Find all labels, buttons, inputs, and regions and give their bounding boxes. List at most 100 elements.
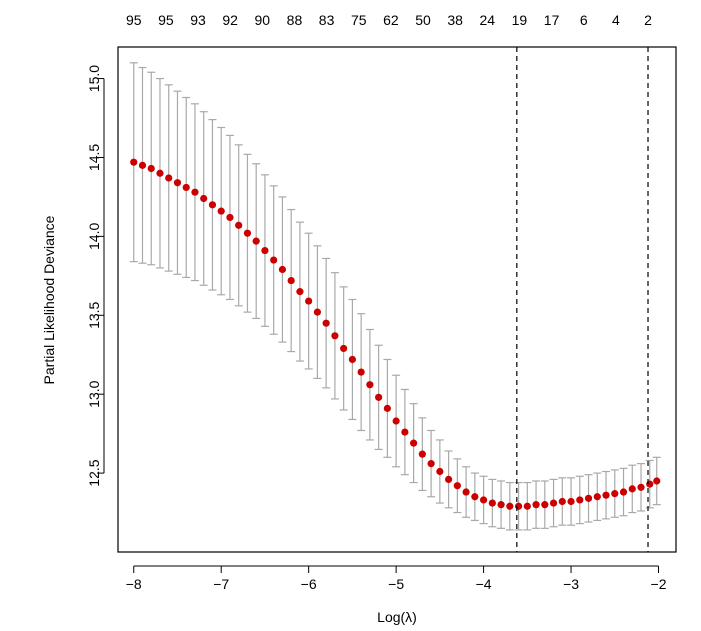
data-point [418,450,426,458]
data-point [147,164,155,173]
data-point [322,319,330,327]
top-axis-label: 83 [319,12,335,28]
data-point [287,276,295,285]
x-tick-label: −7 [213,576,229,592]
top-axis-label: 62 [383,12,399,28]
error-bars [129,62,661,531]
data-point [410,439,418,447]
y-tick-label: 12.5 [86,459,102,486]
data-point [567,497,575,506]
top-axis-label: 50 [415,12,431,28]
top-axis-label: 93 [190,12,206,28]
data-point [427,460,435,468]
x-tick-label: −8 [126,576,142,592]
data-point [436,467,444,476]
y-tick-label: 15.0 [86,65,102,92]
top-axis-label: 75 [351,12,367,28]
data-point [366,381,374,389]
y-axis-title: Partial Likelihood Deviance [41,215,57,384]
data-point [138,161,147,169]
data-point [471,493,479,501]
data-point [558,497,566,506]
data-point [453,482,461,490]
data-point [191,188,199,196]
data-point [375,393,383,401]
data-point [584,494,593,502]
data-point [628,485,636,493]
data-point [226,213,234,222]
data-point [331,332,339,340]
data-point [217,207,225,215]
data-point [653,477,661,485]
data-point [340,344,348,353]
x-axis: −8 −7 −6 −5 −4 −3 −2 [126,565,667,592]
data-point [130,158,138,166]
data-point [506,502,514,510]
data-point [549,499,558,507]
data-point [523,502,531,510]
top-axis: 95 95 93 92 90 88 83 75 62 50 38 24 19 17 6 4 2 [126,12,652,28]
data-point [532,501,540,509]
top-axis-label: 88 [287,12,303,28]
x-axis-title: Log(λ) [377,609,417,625]
data-point [619,488,628,496]
data-point [541,501,549,509]
x-tick-label: −4 [476,576,492,592]
data-point [270,256,278,264]
top-axis-label: 2 [644,12,652,28]
top-axis-label: 6 [580,12,588,28]
x-tick-label: −6 [301,576,317,592]
y-tick-label: 14.5 [86,144,102,171]
top-axis-label: 19 [512,12,528,28]
data-point [357,368,365,376]
data-point [305,297,313,305]
top-axis-label: 38 [447,12,463,28]
data-point [479,496,488,504]
top-axis-label: 17 [544,12,560,28]
data-point [252,237,260,245]
top-axis-label: 95 [158,12,174,28]
x-tick-label: −5 [388,576,404,592]
data-point [235,221,243,229]
data-point [208,201,217,209]
data-point [593,493,601,501]
data-point [462,488,470,496]
data-point [576,496,584,504]
data-point [497,501,505,509]
reference-lines [516,47,649,552]
data-point [514,502,523,510]
x-tick-label: −3 [563,576,579,592]
data-points [130,158,661,510]
data-point [156,169,164,177]
data-point [243,229,252,237]
y-tick-label: 14.0 [86,223,102,250]
data-point [200,194,208,203]
y-tick-label: 13.0 [86,380,102,407]
top-axis-label: 92 [222,12,238,28]
y-axis: 12.5 13.0 13.5 14.0 14.5 15.0 [86,65,105,487]
top-axis-label: 95 [126,12,142,28]
data-point [313,308,322,316]
data-point [602,491,610,499]
plot-frame [117,46,677,553]
data-point [637,483,645,491]
data-point [173,179,182,187]
data-point [392,417,400,425]
data-point [646,480,654,488]
data-point [401,428,409,436]
top-axis-label: 4 [612,12,620,28]
data-point [296,288,304,296]
data-point [182,183,190,192]
y-tick-label: 13.5 [86,301,102,328]
data-point [261,246,269,255]
x-tick-label: −2 [651,576,667,592]
data-point [445,475,453,484]
data-point [488,499,496,507]
data-point [348,355,356,364]
data-point [165,174,173,182]
data-point [383,404,391,412]
top-axis-label: 24 [480,12,496,28]
top-axis-label: 90 [255,12,271,28]
data-point [611,490,619,498]
